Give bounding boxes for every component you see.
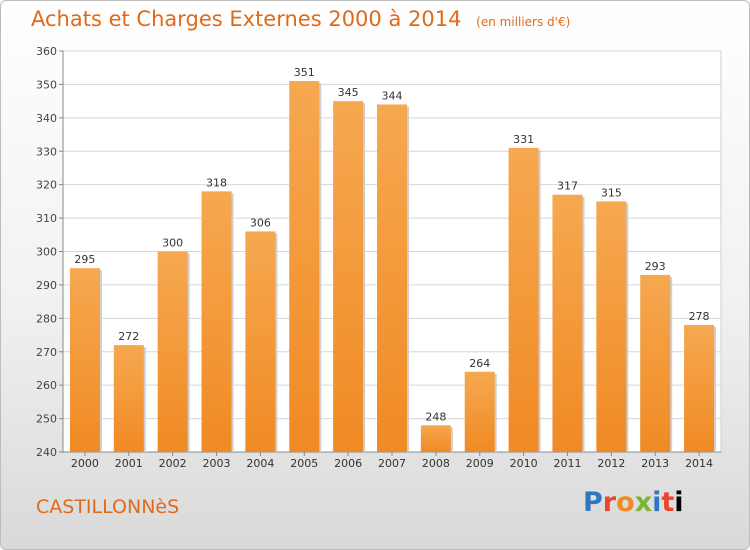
bar (464, 371, 495, 452)
bar-value-label: 293 (645, 260, 666, 273)
x-tick-label: 2005 (290, 457, 318, 470)
y-tick-label: 310 (36, 212, 57, 225)
bar-value-label: 248 (425, 410, 446, 423)
bar-value-label: 315 (601, 186, 622, 199)
bar-value-label: 295 (74, 253, 95, 266)
town-name: CASTILLONNèS (36, 496, 180, 518)
bar-value-label: 345 (338, 86, 359, 99)
proxiti-logo: Proxiti (583, 487, 684, 518)
bar-value-label: 278 (689, 310, 710, 323)
bar-value-label: 331 (513, 133, 534, 146)
bar (640, 274, 671, 452)
bar (113, 345, 144, 452)
bar (420, 425, 451, 452)
x-tick-label: 2006 (334, 457, 362, 470)
x-tick-label: 2003 (203, 457, 231, 470)
bar-value-label: 264 (469, 357, 490, 370)
x-tick-label: 2002 (159, 457, 187, 470)
y-tick-label: 340 (36, 112, 57, 125)
bar (157, 251, 188, 452)
title-text: Achats et Charges Externes 2000 à 2014 (31, 7, 462, 31)
y-tick-label: 350 (36, 78, 57, 91)
y-tick-label: 250 (36, 413, 57, 426)
x-tick-label: 2014 (685, 457, 713, 470)
unit-subtitle: (en milliers d'€) (476, 15, 571, 29)
x-tick-label: 2010 (510, 457, 538, 470)
bar (69, 268, 100, 452)
y-tick-label: 360 (36, 45, 57, 58)
bar-value-label: 344 (382, 89, 403, 102)
bar (201, 191, 232, 452)
x-tick-label: 2001 (115, 457, 143, 470)
bar (377, 104, 407, 452)
x-tick-label: 2013 (641, 457, 669, 470)
x-tick-label: 2007 (378, 457, 406, 470)
y-tick-label: 280 (36, 312, 57, 325)
bar-value-label: 300 (162, 237, 183, 250)
bar (684, 325, 715, 452)
bar-value-label: 318 (206, 176, 227, 189)
x-tick-label: 2012 (597, 457, 625, 470)
y-tick-label: 260 (36, 379, 57, 392)
y-tick-label: 320 (36, 179, 57, 192)
bar-value-label: 272 (118, 330, 139, 343)
x-tick-label: 2000 (71, 457, 99, 470)
y-tick-label: 300 (36, 246, 57, 259)
bar (289, 81, 320, 452)
y-tick-label: 330 (36, 145, 57, 158)
x-tick-label: 2004 (246, 457, 274, 470)
y-tick-label: 290 (36, 279, 57, 292)
bar (552, 194, 583, 453)
bar (245, 231, 276, 452)
bar (508, 147, 539, 453)
bar-value-label: 306 (250, 216, 271, 229)
x-tick-label: 2008 (422, 457, 450, 470)
bar (333, 101, 364, 452)
chart-title: Achats et Charges Externes 2000 à 2014 (… (31, 7, 570, 31)
bar (596, 201, 627, 452)
bar-value-label: 351 (294, 66, 315, 79)
x-tick-label: 2011 (553, 457, 581, 470)
x-tick-label: 2009 (466, 457, 494, 470)
y-tick-label: 270 (36, 346, 57, 359)
y-tick-label: 240 (36, 446, 57, 459)
bar-value-label: 317 (557, 180, 578, 193)
